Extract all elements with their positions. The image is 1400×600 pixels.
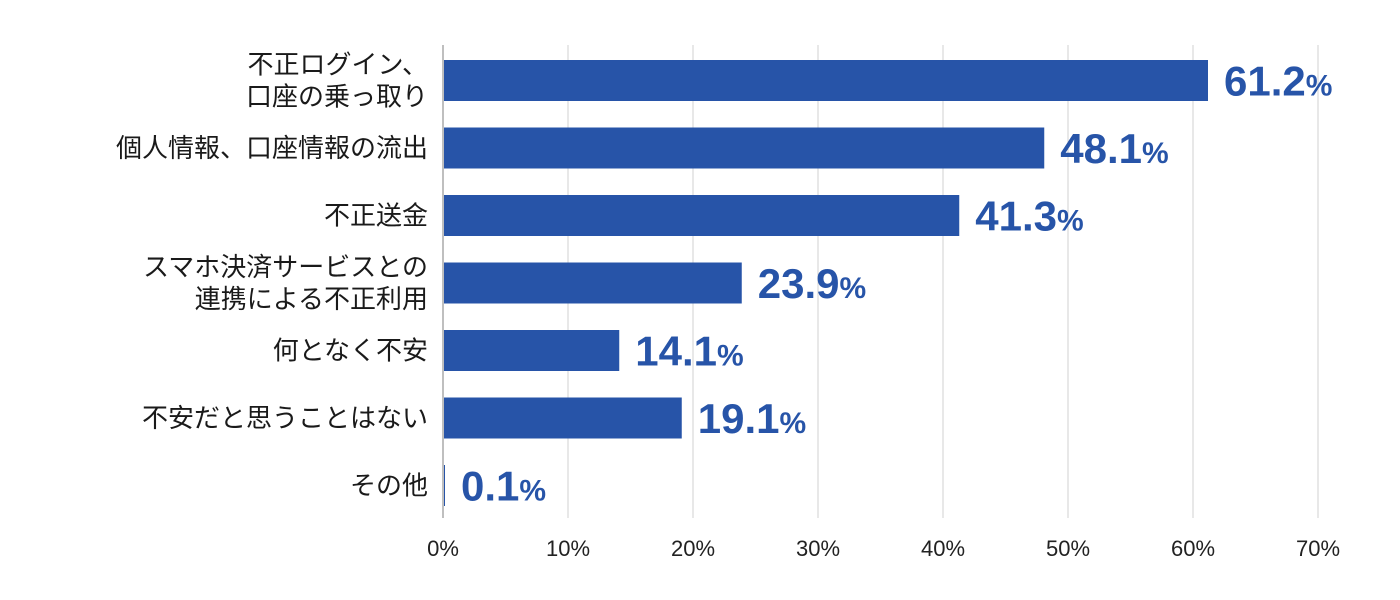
value-unit: % [717, 340, 744, 373]
x-tick-labels: 0% 10% 20% 30% 40% 50% 60% 70% [427, 536, 1340, 561]
x-tick-label-70: 70% [1296, 536, 1340, 561]
value-number: 41.3 [975, 193, 1057, 240]
category-label-1-0: 個人情報、口座情報の流出 [116, 134, 428, 164]
category-label-6-0: その他 [350, 472, 428, 502]
category-label-2-0: 不正送金 [324, 202, 428, 232]
value-unit: % [1057, 205, 1084, 238]
x-tick-label-50: 50% [1046, 536, 1090, 561]
value-unit: % [840, 272, 867, 305]
bar-3 [443, 262, 742, 304]
value-label-5: 19.1% [698, 395, 806, 442]
x-tick-label-20: 20% [671, 536, 715, 561]
x-tick-label-0: 0% [427, 536, 459, 561]
grid-lines [567, 45, 1319, 518]
bar-2 [443, 195, 960, 236]
value-label-4: 14.1% [635, 328, 743, 375]
value-number: 14.1 [635, 328, 717, 375]
value-unit: % [519, 475, 546, 508]
value-number: 19.1 [698, 395, 780, 442]
value-label-6: 0.1% [461, 463, 546, 510]
value-number: 48.1 [1060, 125, 1142, 172]
value-label-3: 23.9% [758, 260, 866, 307]
value-unit: % [780, 407, 807, 440]
bar-4 [443, 330, 620, 371]
value-labels: 61.2%48.1%41.3%23.9%14.1%19.1%0.1% [461, 58, 1332, 510]
category-label-0-1: 口座の乗っ取り [246, 83, 428, 113]
value-unit: % [1142, 137, 1169, 170]
bar-1 [443, 127, 1045, 169]
category-label-3-1: 連携による不正利用 [195, 285, 428, 315]
x-tick-label-40: 40% [921, 536, 965, 561]
x-tick-label-10: 10% [546, 536, 590, 561]
value-unit: % [1306, 70, 1333, 103]
category-label-4-0: 何となく不安 [273, 337, 428, 367]
bars [443, 60, 1208, 506]
category-labels: 不正ログイン、口座の乗っ取り個人情報、口座情報の流出不正送金スマホ決済サービスと… [116, 51, 428, 502]
category-label-5-0: 不安だと思うことはない [142, 404, 428, 434]
value-number: 0.1 [461, 463, 519, 510]
value-label-2: 41.3% [975, 193, 1083, 240]
value-number: 23.9 [758, 260, 840, 307]
x-tick-label-60: 60% [1171, 536, 1215, 561]
value-number: 61.2 [1224, 58, 1306, 105]
bar-0 [443, 60, 1208, 101]
x-tick-label-30: 30% [796, 536, 840, 561]
value-label-0: 61.2% [1224, 58, 1332, 105]
category-label-0-0: 不正ログイン、 [248, 51, 428, 81]
bar-5 [443, 397, 682, 439]
category-label-3-0: スマホ決済サービスとの [143, 253, 428, 283]
value-label-1: 48.1% [1060, 125, 1168, 172]
